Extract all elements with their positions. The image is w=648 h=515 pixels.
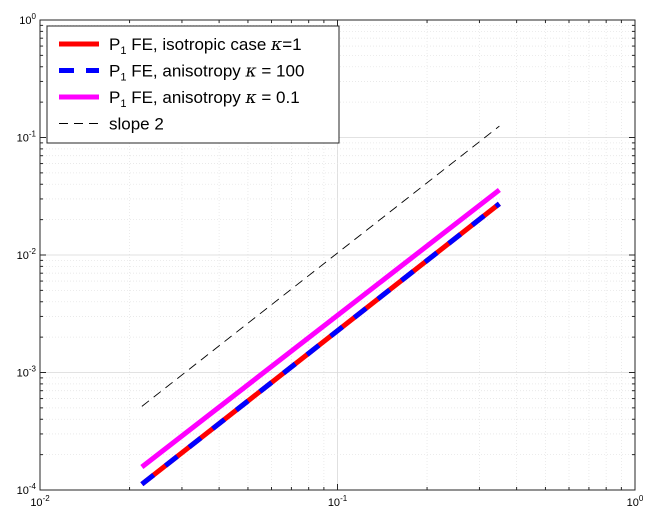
legend-label-4: slope 2	[109, 115, 164, 134]
y-tick-label: 10-3	[17, 365, 37, 380]
y-tick-label: 10-4	[17, 482, 37, 497]
y-tick-label: 10-2	[17, 247, 37, 262]
legend-label-2: P1 FE, anisotropy κ = 100	[109, 62, 304, 84]
legend: P1 FE, isotropic case κ=1 P1 FE, anisotr…	[46, 25, 340, 144]
series-line-3	[140, 187, 501, 469]
x-tick-label: 100	[627, 494, 644, 509]
series-line-1	[140, 201, 501, 487]
x-tick-label: 10-2	[30, 494, 50, 509]
series-line-4	[141, 125, 500, 407]
x-tick-label: 10-1	[328, 494, 348, 509]
y-tick-label: 10-1	[17, 130, 37, 145]
series-lines	[140, 125, 501, 487]
tick-marks	[39, 19, 636, 491]
tick-labels: 10-2 10-1 100 10-4 10-3 10-2 10-1 100	[17, 12, 644, 509]
y-tick-label: 100	[19, 12, 36, 27]
legend-label-3: P1 FE, anisotropy κ = 0.1	[109, 88, 300, 110]
legend-label-1: P1 FE, isotropic case κ=1	[109, 35, 302, 57]
